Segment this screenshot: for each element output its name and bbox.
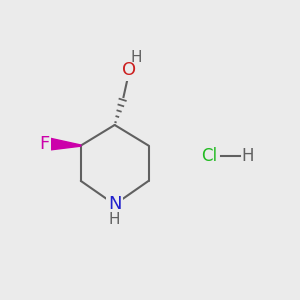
Text: O: O — [122, 61, 136, 80]
Polygon shape — [50, 138, 81, 150]
Text: Cl: Cl — [201, 147, 217, 165]
Text: H: H — [109, 212, 120, 227]
Text: H: H — [242, 147, 254, 165]
Text: F: F — [39, 135, 49, 153]
Text: H: H — [131, 50, 142, 65]
Text: N: N — [108, 196, 122, 214]
